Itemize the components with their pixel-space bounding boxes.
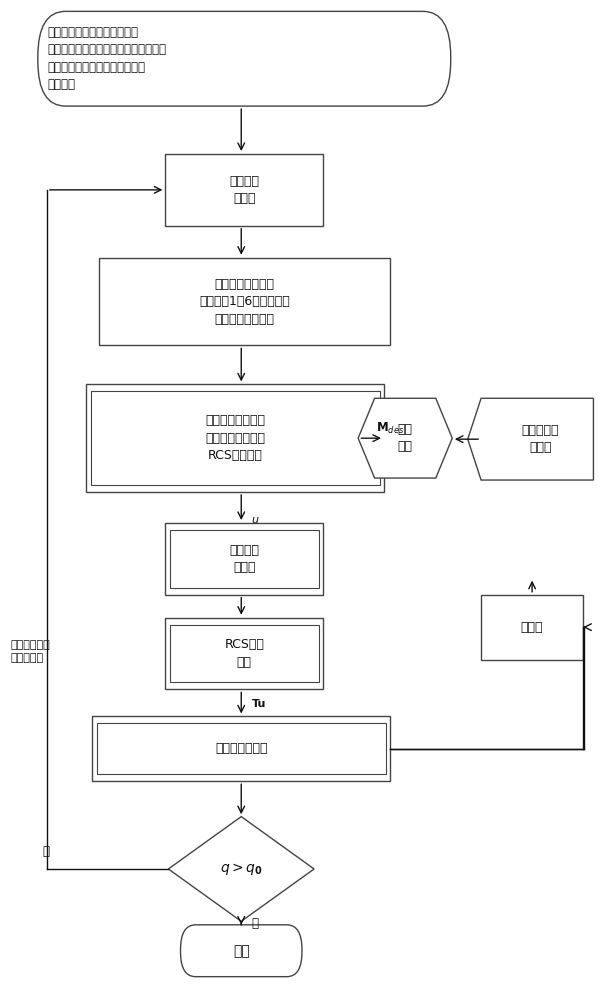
Polygon shape <box>358 398 452 478</box>
FancyBboxPatch shape <box>481 595 583 660</box>
Text: 推力器开
启指令: 推力器开 启指令 <box>229 544 259 574</box>
Text: 推力器有效控制组合初始化：
每个机构体包含的推力器号码、可用标
记、所能提供的力矩、控制方向
，优先级: 推力器有效控制组合初始化： 每个机构体包含的推力器号码、可用标 记、所能提供的力… <box>47 26 166 91</box>
FancyBboxPatch shape <box>165 618 323 689</box>
Text: 检测失效
推力器: 检测失效 推力器 <box>229 175 259 205</box>
Text: 采用基于遗传算法
的整数规划法计算
RCS指令分配: 采用基于遗传算法 的整数规划法计算 RCS指令分配 <box>205 414 265 462</box>
FancyBboxPatch shape <box>38 11 451 106</box>
Text: $q > q_{\mathbf{0}}$: $q > q_{\mathbf{0}}$ <box>220 861 263 877</box>
Polygon shape <box>468 398 594 480</box>
Text: 有效控制组合筛选
（将包含1、6号推力器的
组合置为不可用）: 有效控制组合筛选 （将包含1、6号推力器的 组合置为不可用） <box>199 278 290 326</box>
Text: 迭代计算下一
步运动状态: 迭代计算下一 步运动状态 <box>10 640 50 663</box>
Text: RCS执行
机构: RCS执行 机构 <box>224 638 264 669</box>
FancyBboxPatch shape <box>181 925 302 977</box>
Text: u: u <box>251 515 259 525</box>
Text: 控制器: 控制器 <box>521 621 544 634</box>
FancyBboxPatch shape <box>165 154 323 226</box>
Text: 控制需求力
矩指令: 控制需求力 矩指令 <box>522 424 559 454</box>
FancyBboxPatch shape <box>99 258 390 345</box>
Text: $\mathbf{M}_{des}$: $\mathbf{M}_{des}$ <box>376 421 404 436</box>
Text: 否: 否 <box>43 845 49 858</box>
FancyBboxPatch shape <box>93 716 390 781</box>
Text: 是: 是 <box>251 917 259 930</box>
FancyBboxPatch shape <box>87 384 384 492</box>
FancyBboxPatch shape <box>165 523 323 595</box>
Text: 飞行器运动模型: 飞行器运动模型 <box>215 742 268 755</box>
Text: Tu: Tu <box>251 699 266 709</box>
Text: 结束: 结束 <box>233 944 249 958</box>
Text: 死区
限制: 死区 限制 <box>398 423 413 453</box>
Polygon shape <box>168 817 314 921</box>
